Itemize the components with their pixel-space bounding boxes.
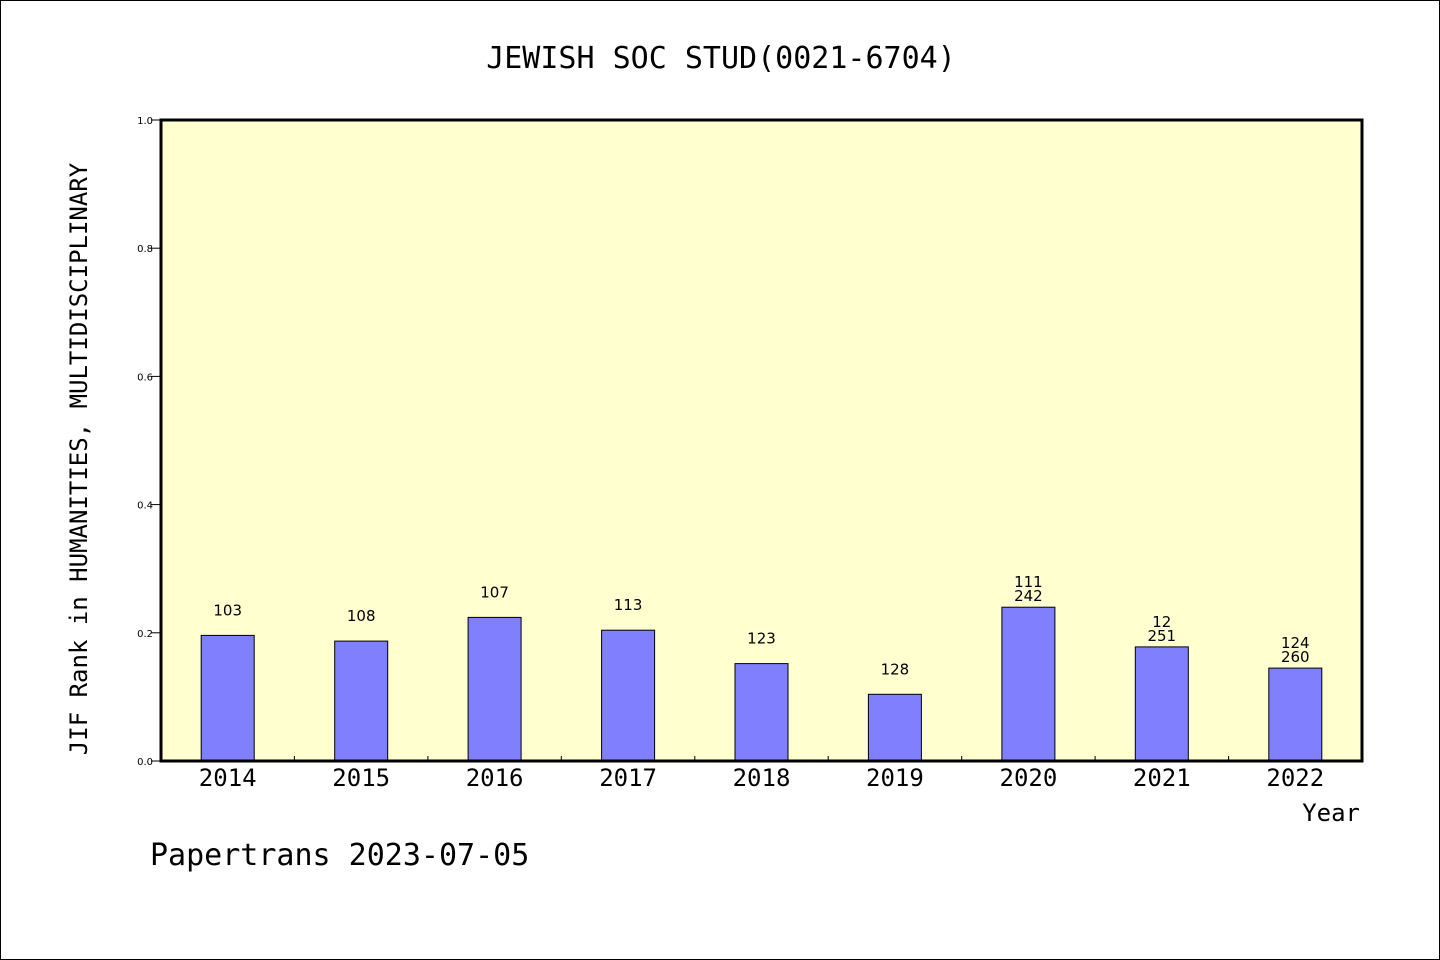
- x-tick-label-2016: 2016: [466, 764, 524, 792]
- bar-2021: [1134, 646, 1189, 762]
- bar-2020: [1001, 606, 1056, 762]
- data-label-2020-2: 242: [1014, 587, 1043, 605]
- y-tick-label: 1.0: [137, 116, 153, 127]
- x-tick-label-2022: 2022: [1266, 764, 1324, 792]
- bar-2022: [1268, 667, 1323, 762]
- data-label-2017: 113: [614, 596, 643, 614]
- y-tick-label: 0.2: [137, 629, 153, 640]
- x-tick-label-2015: 2015: [332, 764, 390, 792]
- x-tick-label-2014: 2014: [199, 764, 257, 792]
- x-tick-label-2017: 2017: [599, 764, 657, 792]
- x-tick-label-2019: 2019: [866, 764, 924, 792]
- footer-credit: Papertrans 2023-07-05: [150, 838, 529, 873]
- data-label-2014: 103: [213, 601, 242, 619]
- data-label-2019: 128: [881, 660, 910, 678]
- x-tick-label-2020: 2020: [1000, 764, 1058, 792]
- data-label-2020-1: 111: [1014, 573, 1043, 591]
- bar-2016: [467, 616, 522, 762]
- y-tick-label: 0.8: [137, 244, 153, 255]
- bar-2018: [734, 663, 789, 762]
- y-tick-label: 0.6: [137, 372, 153, 383]
- chart-title: JEWISH SOC STUD(0021-6704): [486, 41, 956, 76]
- y-tick-label: 0.4: [137, 501, 153, 512]
- data-label-2021-1: 12: [1152, 613, 1171, 631]
- data-label-2015: 108: [347, 607, 376, 625]
- x-tick-label-2018: 2018: [733, 764, 791, 792]
- y-tick-label: 0.0: [137, 757, 153, 768]
- x-axis-label: Year: [1302, 799, 1360, 827]
- data-label-2022-1: 124: [1281, 634, 1310, 652]
- y-axis: 0.0 0.2 0.4 0.6 0.8 1.0: [137, 116, 161, 768]
- bar-2014: [200, 634, 255, 762]
- x-tick-label-2021: 2021: [1133, 764, 1191, 792]
- bar-2019: [867, 693, 922, 762]
- plot-border: [159, 118, 1364, 763]
- y-axis-label: JIF Rank in HUMANITIES, MULTIDISCIPLINAR…: [65, 162, 93, 755]
- data-label-2018: 123: [747, 630, 776, 648]
- bar-series: [200, 606, 1323, 762]
- bar-2015: [334, 640, 389, 762]
- data-label-2021-2: 251: [1147, 627, 1176, 645]
- x-axis: 2014 2015 2016 2017 2018 2019 2020 2021 2022: [199, 756, 1324, 792]
- data-label-2016: 107: [480, 583, 509, 601]
- bar-2017: [601, 629, 656, 762]
- data-label-2022-2: 260: [1281, 648, 1310, 666]
